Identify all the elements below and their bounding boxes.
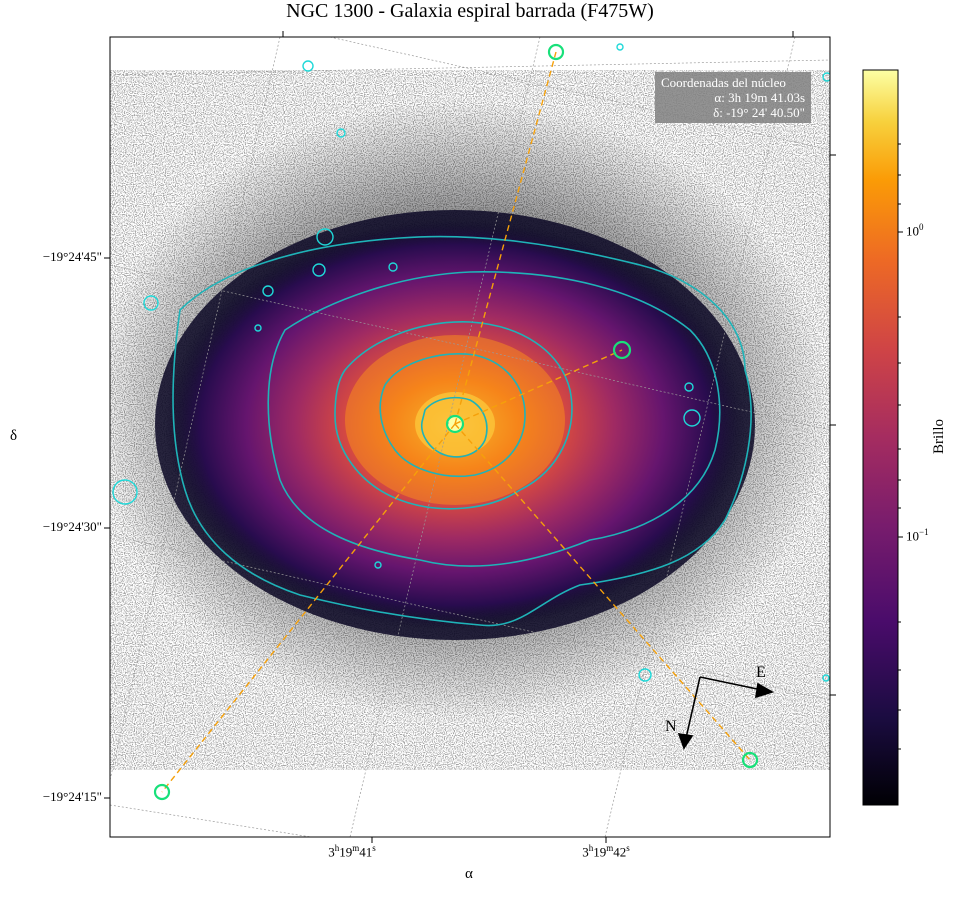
x-tick-minutes: 19 — [339, 844, 353, 860]
nucleus-dec: δ: -19° 24' 40.50" — [713, 105, 805, 120]
tick-marks — [104, 31, 836, 843]
x-tick-hours: 3 — [328, 844, 335, 860]
colorbar — [862, 69, 899, 806]
colorbar-tick-exp: 0 — [919, 222, 924, 232]
x-axis-label: α — [465, 866, 473, 882]
nucleus-box-title: Coordenadas del núcleo — [661, 75, 786, 90]
compass-rose — [677, 676, 774, 750]
colorbar-tick-label: 100 — [906, 222, 924, 239]
x-tick-seconds: 41 — [359, 844, 373, 860]
y-axis-label: δ — [10, 428, 18, 444]
compass-north-label: N — [665, 718, 677, 735]
nucleus-ra: α: 3h 19m 41.03s — [714, 90, 805, 105]
axes-frame — [109, 36, 831, 838]
galaxy-image — [110, 37, 830, 837]
x-tick-seconds: 42 — [613, 844, 627, 860]
colorbar-label: Brillo — [931, 418, 948, 455]
chart-title: NGC 1300 - Galaxia espiral barrada (F475… — [286, 0, 654, 22]
x-tick-hours: 3 — [582, 844, 589, 860]
y-tick-label: −19°24'30" — [42, 519, 102, 534]
source-markers — [153, 43, 759, 801]
colorbar-tick-label: 10−1 — [906, 527, 929, 544]
x-tick-label: 3h19m42s — [582, 843, 630, 860]
colorbar-tick-base: 10 — [906, 528, 919, 544]
x-tick-minutes: 19 — [593, 844, 607, 860]
colorbar-tick-exp: −1 — [919, 527, 929, 537]
y-tick-label: −19°24'15" — [42, 789, 102, 804]
field-stars — [112, 43, 830, 682]
brightness-contours — [172, 235, 752, 627]
coordinate-grid — [110, 37, 830, 837]
compass-east-label: E — [756, 664, 766, 681]
bar-lines — [161, 51, 751, 793]
colorbar-ticks — [898, 143, 903, 750]
y-tick-label: −19°24'45" — [42, 249, 102, 264]
colorbar-tick-base: 10 — [906, 223, 919, 239]
nucleus-coordinates-box: Coordenadas del núcleo α: 3h 19m 41.03s … — [655, 72, 811, 123]
x-tick-label: 3h19m41s — [328, 843, 376, 860]
